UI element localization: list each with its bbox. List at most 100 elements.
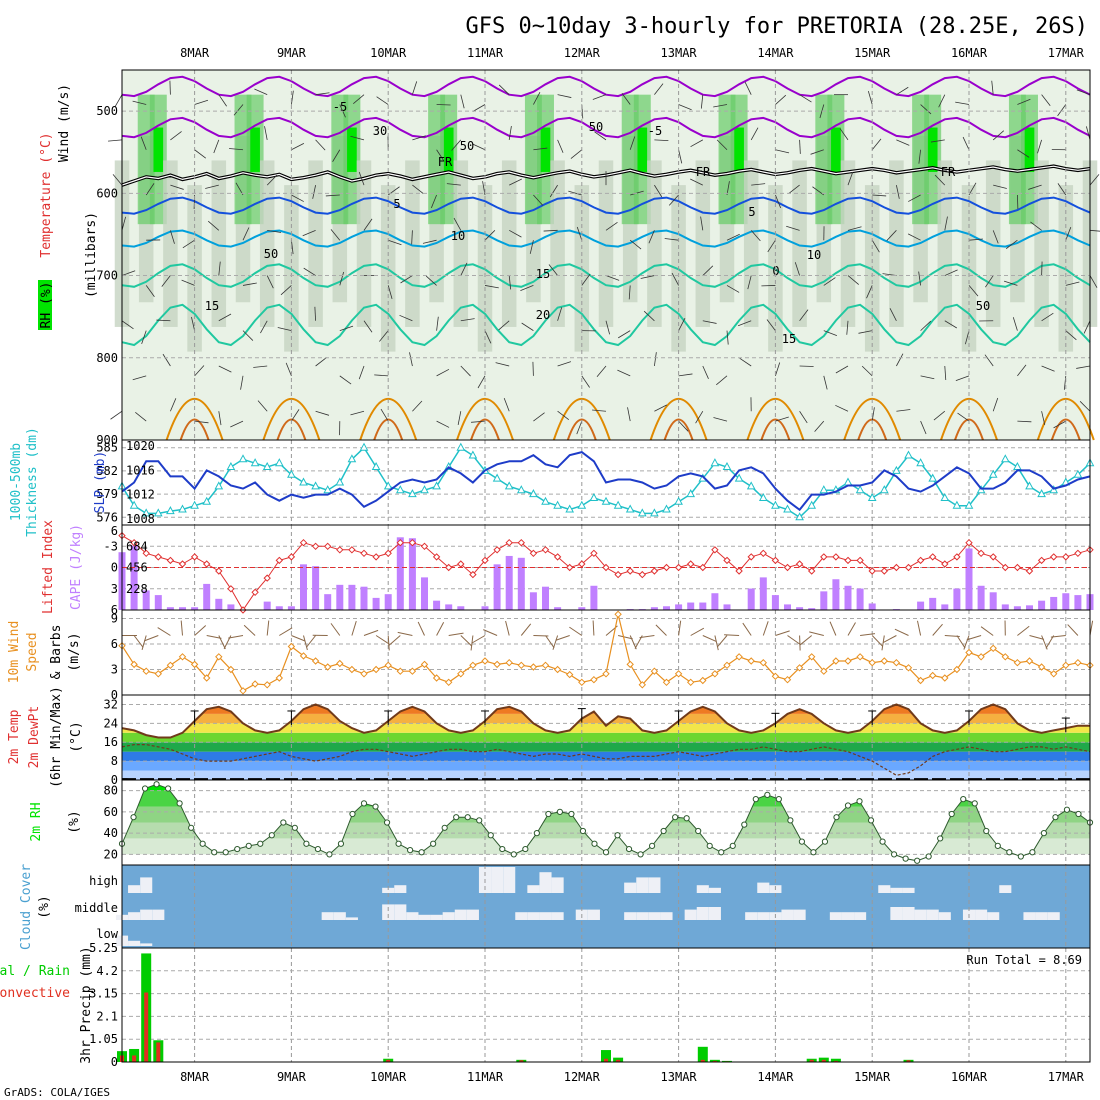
wind10m-speed-point: [590, 675, 598, 684]
isotherm-30: [470, 418, 500, 441]
precip-tick-label: 5.25: [89, 941, 118, 955]
cloud-middle-bar: [333, 912, 346, 920]
lifted-index-point: [444, 563, 453, 572]
cape-bar: [844, 585, 852, 610]
rh2m-point: [602, 849, 610, 856]
wind-barb: [823, 330, 838, 337]
lifted-index-point: [662, 563, 671, 572]
thickness-point: [637, 508, 647, 517]
wind-barb: [412, 135, 426, 141]
wind-barb: [702, 320, 717, 324]
contour-label: 15: [205, 299, 219, 313]
wind-barb: [968, 285, 979, 297]
cloud-middle-bar: [1035, 912, 1048, 920]
wind-barb: [592, 409, 607, 412]
cape-bar: [1013, 606, 1021, 610]
cape-bar: [433, 600, 441, 610]
wind-barb: [484, 285, 499, 289]
wind-barb: [794, 262, 800, 276]
wind-barb: [955, 375, 970, 382]
wind-barb: [654, 83, 664, 95]
wind-barb: [700, 216, 704, 231]
wind10m-barb: [206, 635, 222, 639]
wind10m-speed-point: [311, 657, 320, 665]
thickness-point: [335, 477, 345, 486]
rh2m-point: [937, 835, 944, 842]
cape-bar: [227, 604, 235, 610]
wind-barb: [374, 374, 389, 377]
wind10m-barb: [375, 635, 389, 645]
cloud-high-label: high: [89, 874, 118, 888]
thickness-point: [674, 496, 683, 505]
wind10m-barb: [629, 635, 637, 650]
rh-shade-bright: [831, 127, 841, 172]
thickness-point: [190, 500, 199, 509]
precip-convective-bar: [712, 1060, 717, 1062]
lifted-index-point: [1037, 556, 1046, 565]
wind-barb: [847, 226, 862, 231]
cape-bar: [1038, 600, 1046, 610]
cape-bar: [917, 601, 925, 610]
wind10m-speed-point: [215, 653, 223, 661]
lifted-index-point: [1062, 553, 1070, 561]
thickness-point: [722, 461, 732, 470]
wind-barb: [315, 92, 330, 96]
wind10m-barb: [460, 635, 472, 647]
rh2m-point: [660, 827, 667, 835]
date-label-bottom: 13MAR: [661, 1070, 698, 1084]
wind10m-speed-point: [287, 642, 296, 651]
cape-bar: [372, 597, 380, 610]
wind-barb: [1089, 275, 1098, 288]
cape-bar: [481, 606, 489, 610]
wind-barb: [170, 398, 177, 412]
date-label-bottom: 9MAR: [277, 1070, 307, 1084]
thickness-point: [1000, 454, 1010, 463]
rh2m-units-label: (%): [67, 810, 82, 833]
rh-shade-bright: [1024, 127, 1035, 172]
lifted-index-point: [965, 538, 973, 547]
wind-barb: [654, 352, 657, 367]
wind-barb: [141, 330, 147, 345]
cape-bar: [324, 594, 332, 610]
wind-barb: [315, 139, 326, 151]
thickness-point: [504, 481, 514, 490]
cape-bar: [154, 595, 162, 610]
wind-barb: [170, 131, 182, 141]
wind10m-speed-point: [1001, 653, 1010, 661]
rh-shade-gray: [840, 160, 856, 327]
cloud-middle-bar: [382, 904, 395, 920]
precip-convective-label: Convective: [0, 986, 70, 1001]
precip-convective-bar: [604, 1058, 608, 1062]
isotherm-25: [165, 397, 224, 441]
cloud-high-bar: [527, 885, 540, 893]
wind10m-speed-point: [505, 658, 513, 667]
wind10m-speed-point: [904, 664, 913, 672]
temp-band: [122, 704, 1090, 714]
thickness-label-2: Thickness (dm): [25, 427, 40, 537]
wind10m-barb: [569, 626, 583, 636]
rh2m-point: [1052, 814, 1059, 821]
wind-barb: [605, 275, 620, 281]
contour-label: 50: [976, 299, 990, 313]
wind-barb: [242, 282, 257, 286]
wind-barb: [291, 90, 294, 105]
wind-barb: [654, 404, 668, 412]
wind10m-speed-point: [348, 665, 356, 674]
wind10m-barb: [291, 635, 306, 642]
rh2m-point: [798, 838, 806, 845]
thickness-point: [940, 492, 950, 501]
rh-shade-bright: [443, 127, 454, 172]
wind-barb: [213, 139, 220, 154]
temperature-label: Temperature (°C): [39, 132, 54, 257]
wind-barb: [955, 101, 970, 105]
wind-barb: [353, 94, 365, 104]
wind-barb: [617, 369, 631, 377]
date-label-top: 13MAR: [661, 46, 698, 60]
cloud-middle-bar: [757, 912, 770, 920]
rh2m-tick-label: 20: [104, 847, 118, 861]
cape-bar: [505, 555, 513, 610]
thickness-point: [734, 473, 744, 482]
cape-bar: [1074, 595, 1082, 610]
cape-bar: [191, 607, 199, 610]
isotherm-30: [179, 418, 210, 441]
